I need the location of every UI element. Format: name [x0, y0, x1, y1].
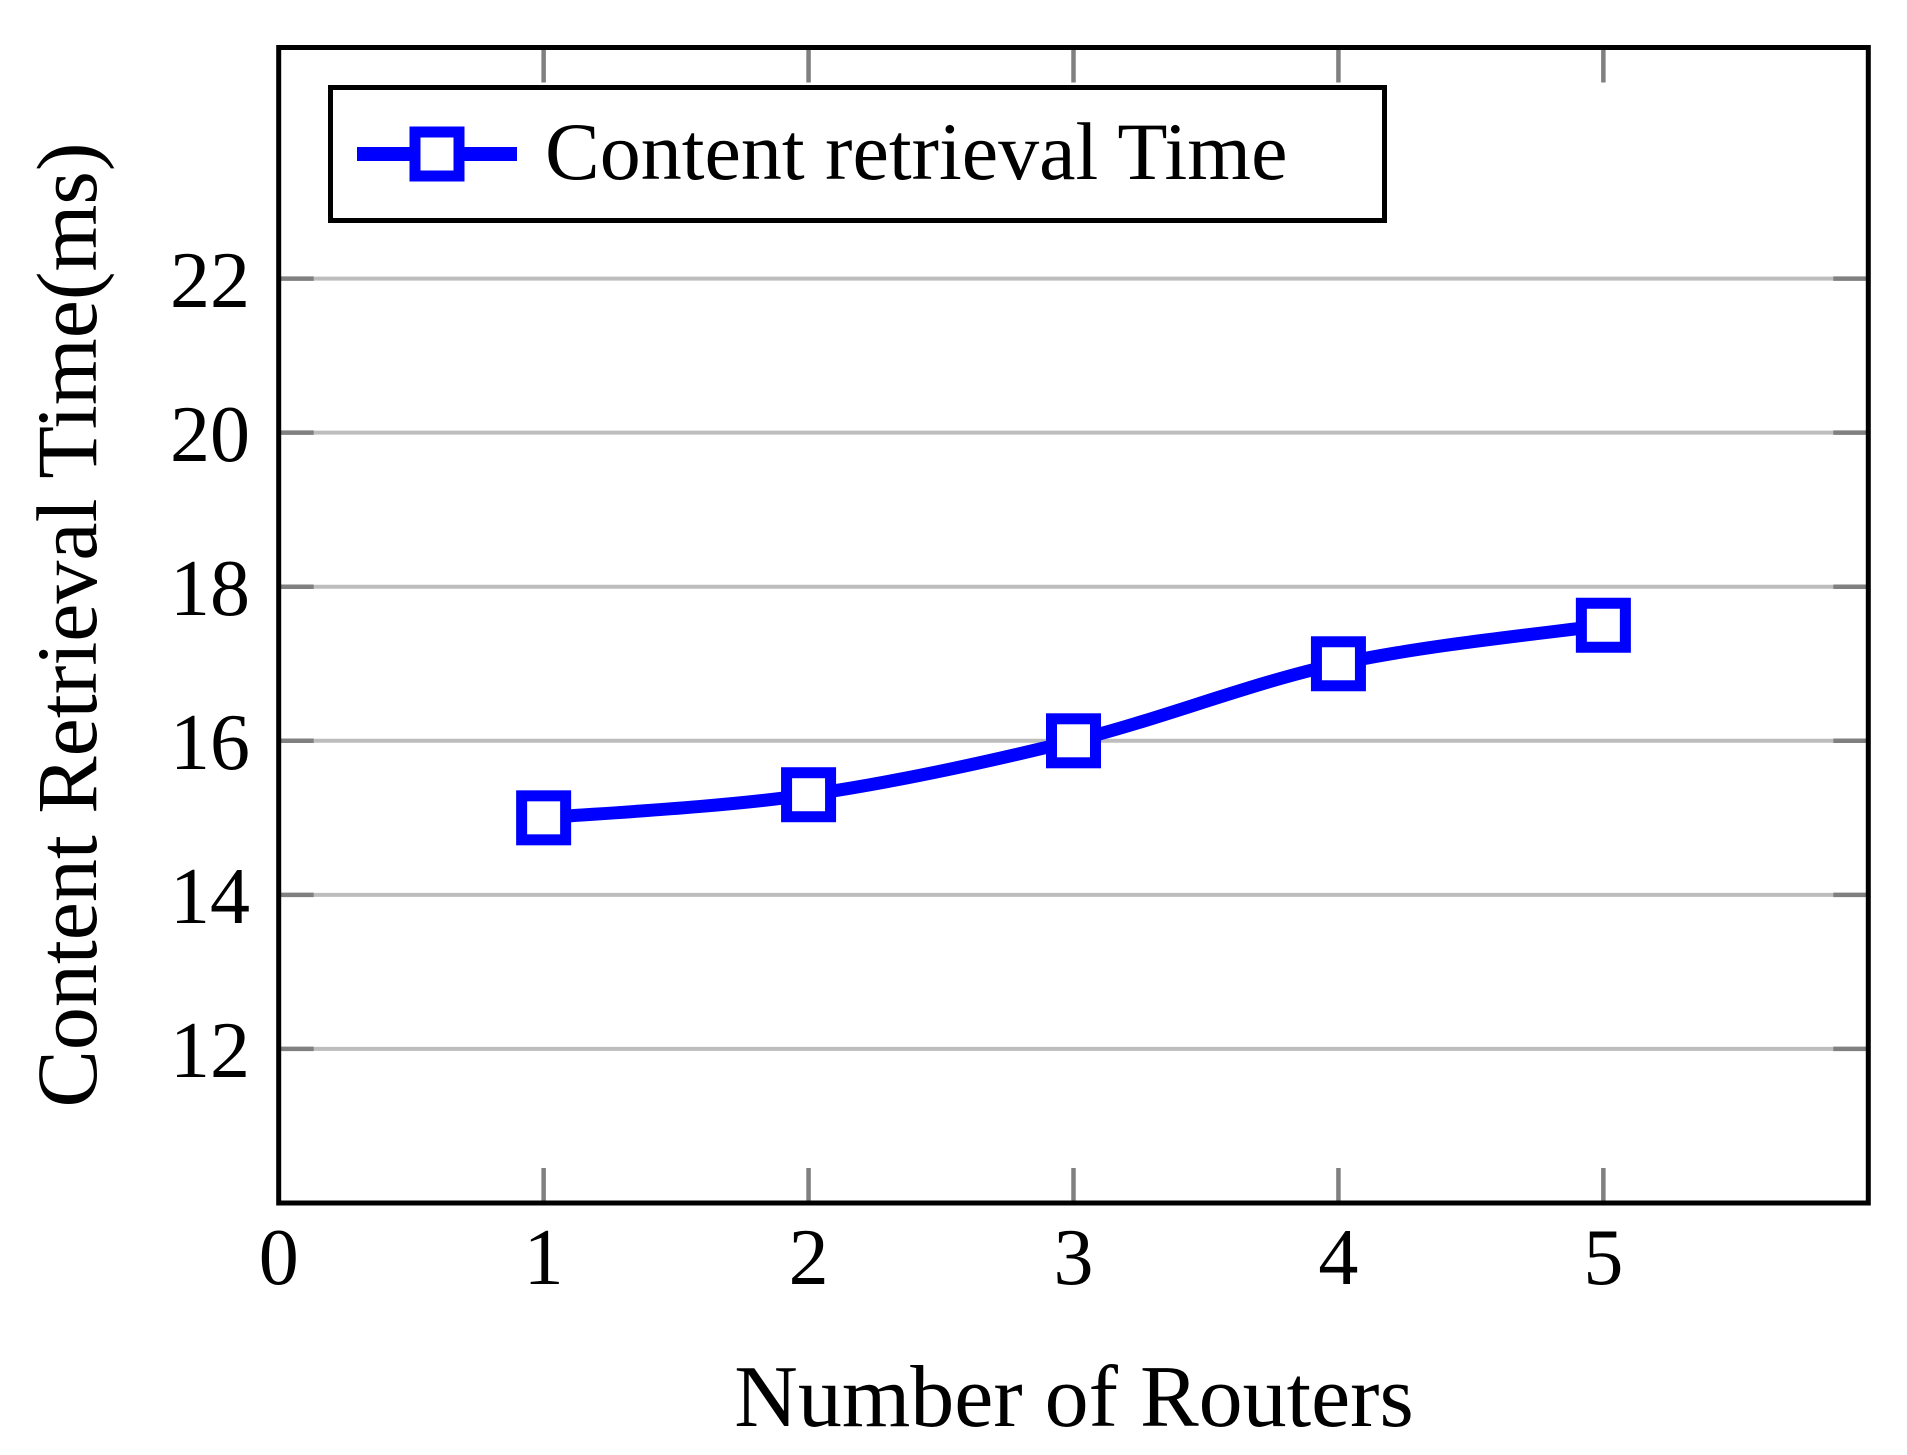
legend: Content retrieval Time [328, 85, 1387, 223]
data-point-marker [516, 790, 572, 846]
data-point-marker [1046, 713, 1101, 769]
y-axis-title: Content Retrieval Time(ms) [19, 142, 115, 1108]
legend-label: Content retrieval Time [545, 106, 1288, 197]
x-axis-title: Number of Routers [734, 1349, 1414, 1446]
data-point-marker [781, 767, 837, 823]
plot-border [276, 45, 1871, 1206]
legend-marker-sample [409, 126, 465, 182]
legend-marker-swatch [357, 126, 517, 182]
data-point-marker [1310, 636, 1366, 692]
data-point-marker [1575, 597, 1631, 653]
